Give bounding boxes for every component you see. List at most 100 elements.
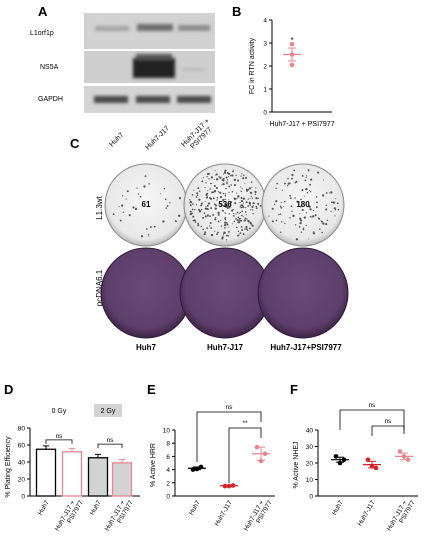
col-label-huh7: Huh7	[136, 343, 157, 352]
f-point	[373, 465, 379, 471]
panel-f-letter: F	[290, 382, 298, 397]
col-label-psi: Huh7-J17+PSI7977	[270, 343, 342, 352]
row-label-l1wt: L1.3wt	[95, 195, 104, 219]
d-sig-label: ns	[107, 437, 115, 444]
f-ytick-label: 40	[306, 428, 314, 435]
f-xtick-label: Huh7	[331, 499, 345, 516]
b-xlabel: Huh7-J17 + PSI7977	[269, 121, 334, 128]
e-ytick-label: 4	[166, 467, 170, 474]
f-xtick-label: Huh7-J17	[357, 499, 377, 527]
colony-plates: L1.3wt pcDNA6.1 61 536 180 Huh7 Huh7-J17…	[95, 163, 349, 352]
panel-f: F 0 10 20 30 40% Active NHEJ Huh7 Huh7-J17 Huh7…	[288, 378, 433, 550]
western-blot: Huh7 Huh7-J17 Huh7-J17 + PSI7977	[84, 13, 215, 150]
f-sig-label: ns	[369, 402, 377, 409]
lane-label-huh7: Huh7	[108, 132, 125, 149]
f-ytick-label: 30	[306, 444, 314, 451]
panel-d: D 0 20 40 60 80% Plating Efficiency Huh7 Huh7-…	[0, 378, 145, 550]
band-gapdh-j17	[136, 96, 170, 103]
band-l1-huh7	[95, 26, 129, 31]
e-ylabel: % Active HRR	[150, 443, 157, 487]
e-sig-label: **	[242, 420, 248, 427]
b-ytick-label: 1	[263, 87, 267, 94]
row-label-l1orf1p: L1orf1p	[30, 30, 54, 37]
d-group-box-2gy	[94, 404, 122, 417]
band-ns5a-j17	[133, 58, 175, 78]
band-gapdh-psi	[177, 96, 211, 103]
d-sig-bracket	[45, 439, 73, 444]
e-point	[226, 483, 232, 489]
colony-count-j17: 536	[218, 200, 232, 209]
d-group-label-0gy: 0 Gy	[52, 408, 67, 415]
f-point	[337, 460, 343, 466]
colony-count-psi: 180	[296, 200, 310, 209]
b-point	[289, 52, 295, 57]
plate-purple-j17	[179, 247, 271, 339]
plate-purple-psi	[257, 247, 349, 339]
d-xtick-label: Huh7	[37, 499, 51, 516]
e-sig-bracket	[228, 427, 262, 483]
d-ytick-label: 20	[18, 477, 26, 484]
f-ylabel: % Active NHEJ	[293, 441, 300, 488]
f-point	[401, 454, 407, 459]
e-xtick-label: Huh7-J17	[214, 499, 234, 527]
band-l1-psi	[178, 25, 210, 31]
f-sig-bracket	[339, 409, 405, 430]
b-ytick-label: 0	[263, 110, 267, 117]
lane-label-huh7-j17: Huh7-J17	[144, 125, 170, 150]
e-point	[194, 466, 200, 472]
e-point	[254, 444, 260, 450]
b-point	[289, 41, 295, 47]
d-ylabel: % Plating Efficiency	[5, 436, 12, 498]
b-point	[289, 62, 295, 68]
e-sig-label: ns	[226, 404, 234, 411]
e-ytick-label: 6	[166, 454, 170, 461]
e-ytick-label: 2	[166, 480, 170, 487]
e-ytick-label: 8	[166, 441, 170, 448]
f-point	[365, 457, 371, 462]
d-sig-bracket	[97, 443, 123, 449]
e-point	[262, 451, 268, 457]
e-point	[230, 483, 236, 488]
panel-a-letter: A	[38, 4, 48, 19]
panel-d-letter: D	[4, 382, 14, 397]
d-ytick-label: 40	[18, 460, 26, 467]
panel-b-letter: B	[232, 4, 242, 19]
f-ytick-label: 20	[306, 461, 314, 468]
e-point	[190, 467, 196, 472]
d-ytick-label: 80	[18, 426, 26, 433]
b-ytick-label: 2	[263, 64, 267, 71]
d-ytick-label: 0	[21, 494, 25, 501]
d-bar	[111, 462, 133, 497]
colony-count-huh7: 61	[142, 200, 151, 209]
e-point	[222, 483, 228, 489]
panel-a: A L1orf1p NS5A GAPDH	[0, 0, 220, 150]
f-point	[397, 449, 403, 454]
d-bar	[61, 451, 83, 497]
b-ylabel: FC in RTN activity	[249, 37, 256, 94]
e-ytick-label: 10	[163, 428, 171, 435]
band-gapdh-huh7	[94, 96, 128, 103]
e-ytick-label: 0	[166, 494, 170, 501]
f-point	[369, 464, 375, 469]
f-point	[333, 454, 339, 459]
f-sig-label: ns	[385, 418, 393, 425]
f-sig-bracket	[371, 425, 405, 436]
plate-white-2	[261, 163, 345, 247]
panel-b: B 0 1 2 3 4 FC in RTN activity Huh7-J17 + PSI7…	[230, 0, 430, 150]
d-bar	[87, 457, 109, 497]
e-sig-bracket	[196, 411, 262, 462]
panel-c: C L1.3wt pcDNA6.1 61 536 180 Huh7	[0, 136, 433, 375]
e-point	[198, 464, 204, 470]
f-ytick-label: 10	[306, 477, 314, 484]
b-ytick-label: 4	[263, 18, 267, 25]
e-point	[258, 458, 264, 464]
d-ytick-label: 60	[18, 443, 26, 450]
panel-e-letter: E	[147, 382, 156, 397]
d-bar	[35, 448, 57, 497]
panel-c-letter: C	[70, 136, 80, 151]
plate-purple-huh7	[100, 247, 192, 339]
row-label-ns5a: NS5A	[40, 64, 59, 71]
